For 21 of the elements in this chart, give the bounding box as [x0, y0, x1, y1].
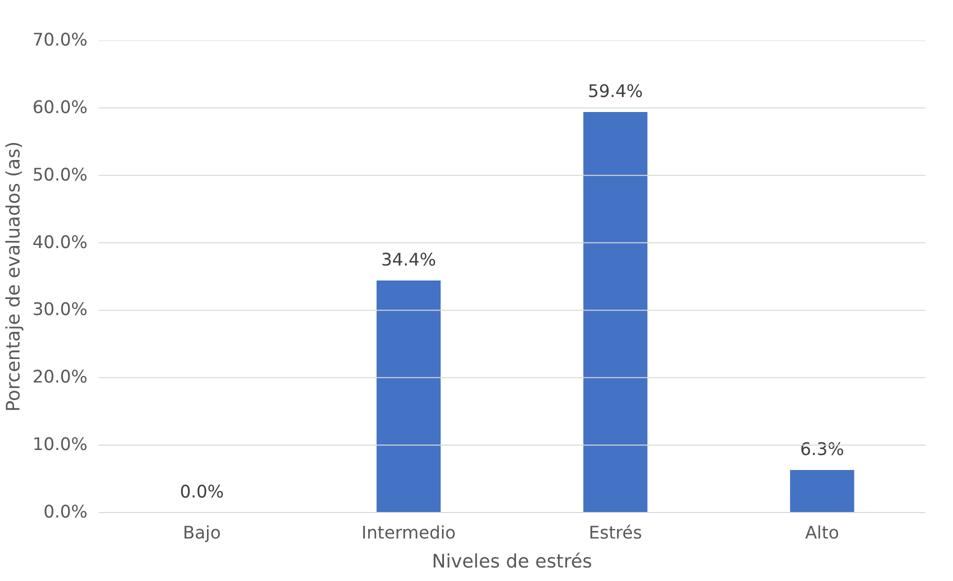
y-tick-label: 30.0% [32, 300, 88, 320]
y-tick-label: 70.0% [32, 30, 88, 50]
x-tick-label: Alto [805, 524, 840, 544]
data-label: 34.4% [381, 250, 436, 271]
bar [376, 280, 441, 512]
x-tick-label: Bajo [182, 524, 221, 544]
x-tick-label: Intermedio [361, 524, 456, 544]
y-tick-label: 60.0% [32, 98, 88, 118]
y-axis-title: Porcentaje de evaluados (as) [3, 141, 24, 412]
y-tick-label: 10.0% [32, 435, 88, 456]
x-axis-title: Niveles de estrés [432, 552, 592, 572]
y-tick-label: 0.0% [43, 502, 88, 522]
x-tick-label: Estrés [588, 524, 642, 544]
data-label: 59.4% [588, 82, 643, 102]
y-tick-label: 50.0% [32, 165, 88, 186]
data-label: 0.0% [180, 482, 224, 502]
data-label: 6.3% [800, 440, 844, 460]
bar [790, 470, 854, 512]
y-tick-label: 20.0% [32, 368, 88, 388]
bar [583, 112, 648, 512]
y-tick-label: 40.0% [32, 232, 88, 253]
